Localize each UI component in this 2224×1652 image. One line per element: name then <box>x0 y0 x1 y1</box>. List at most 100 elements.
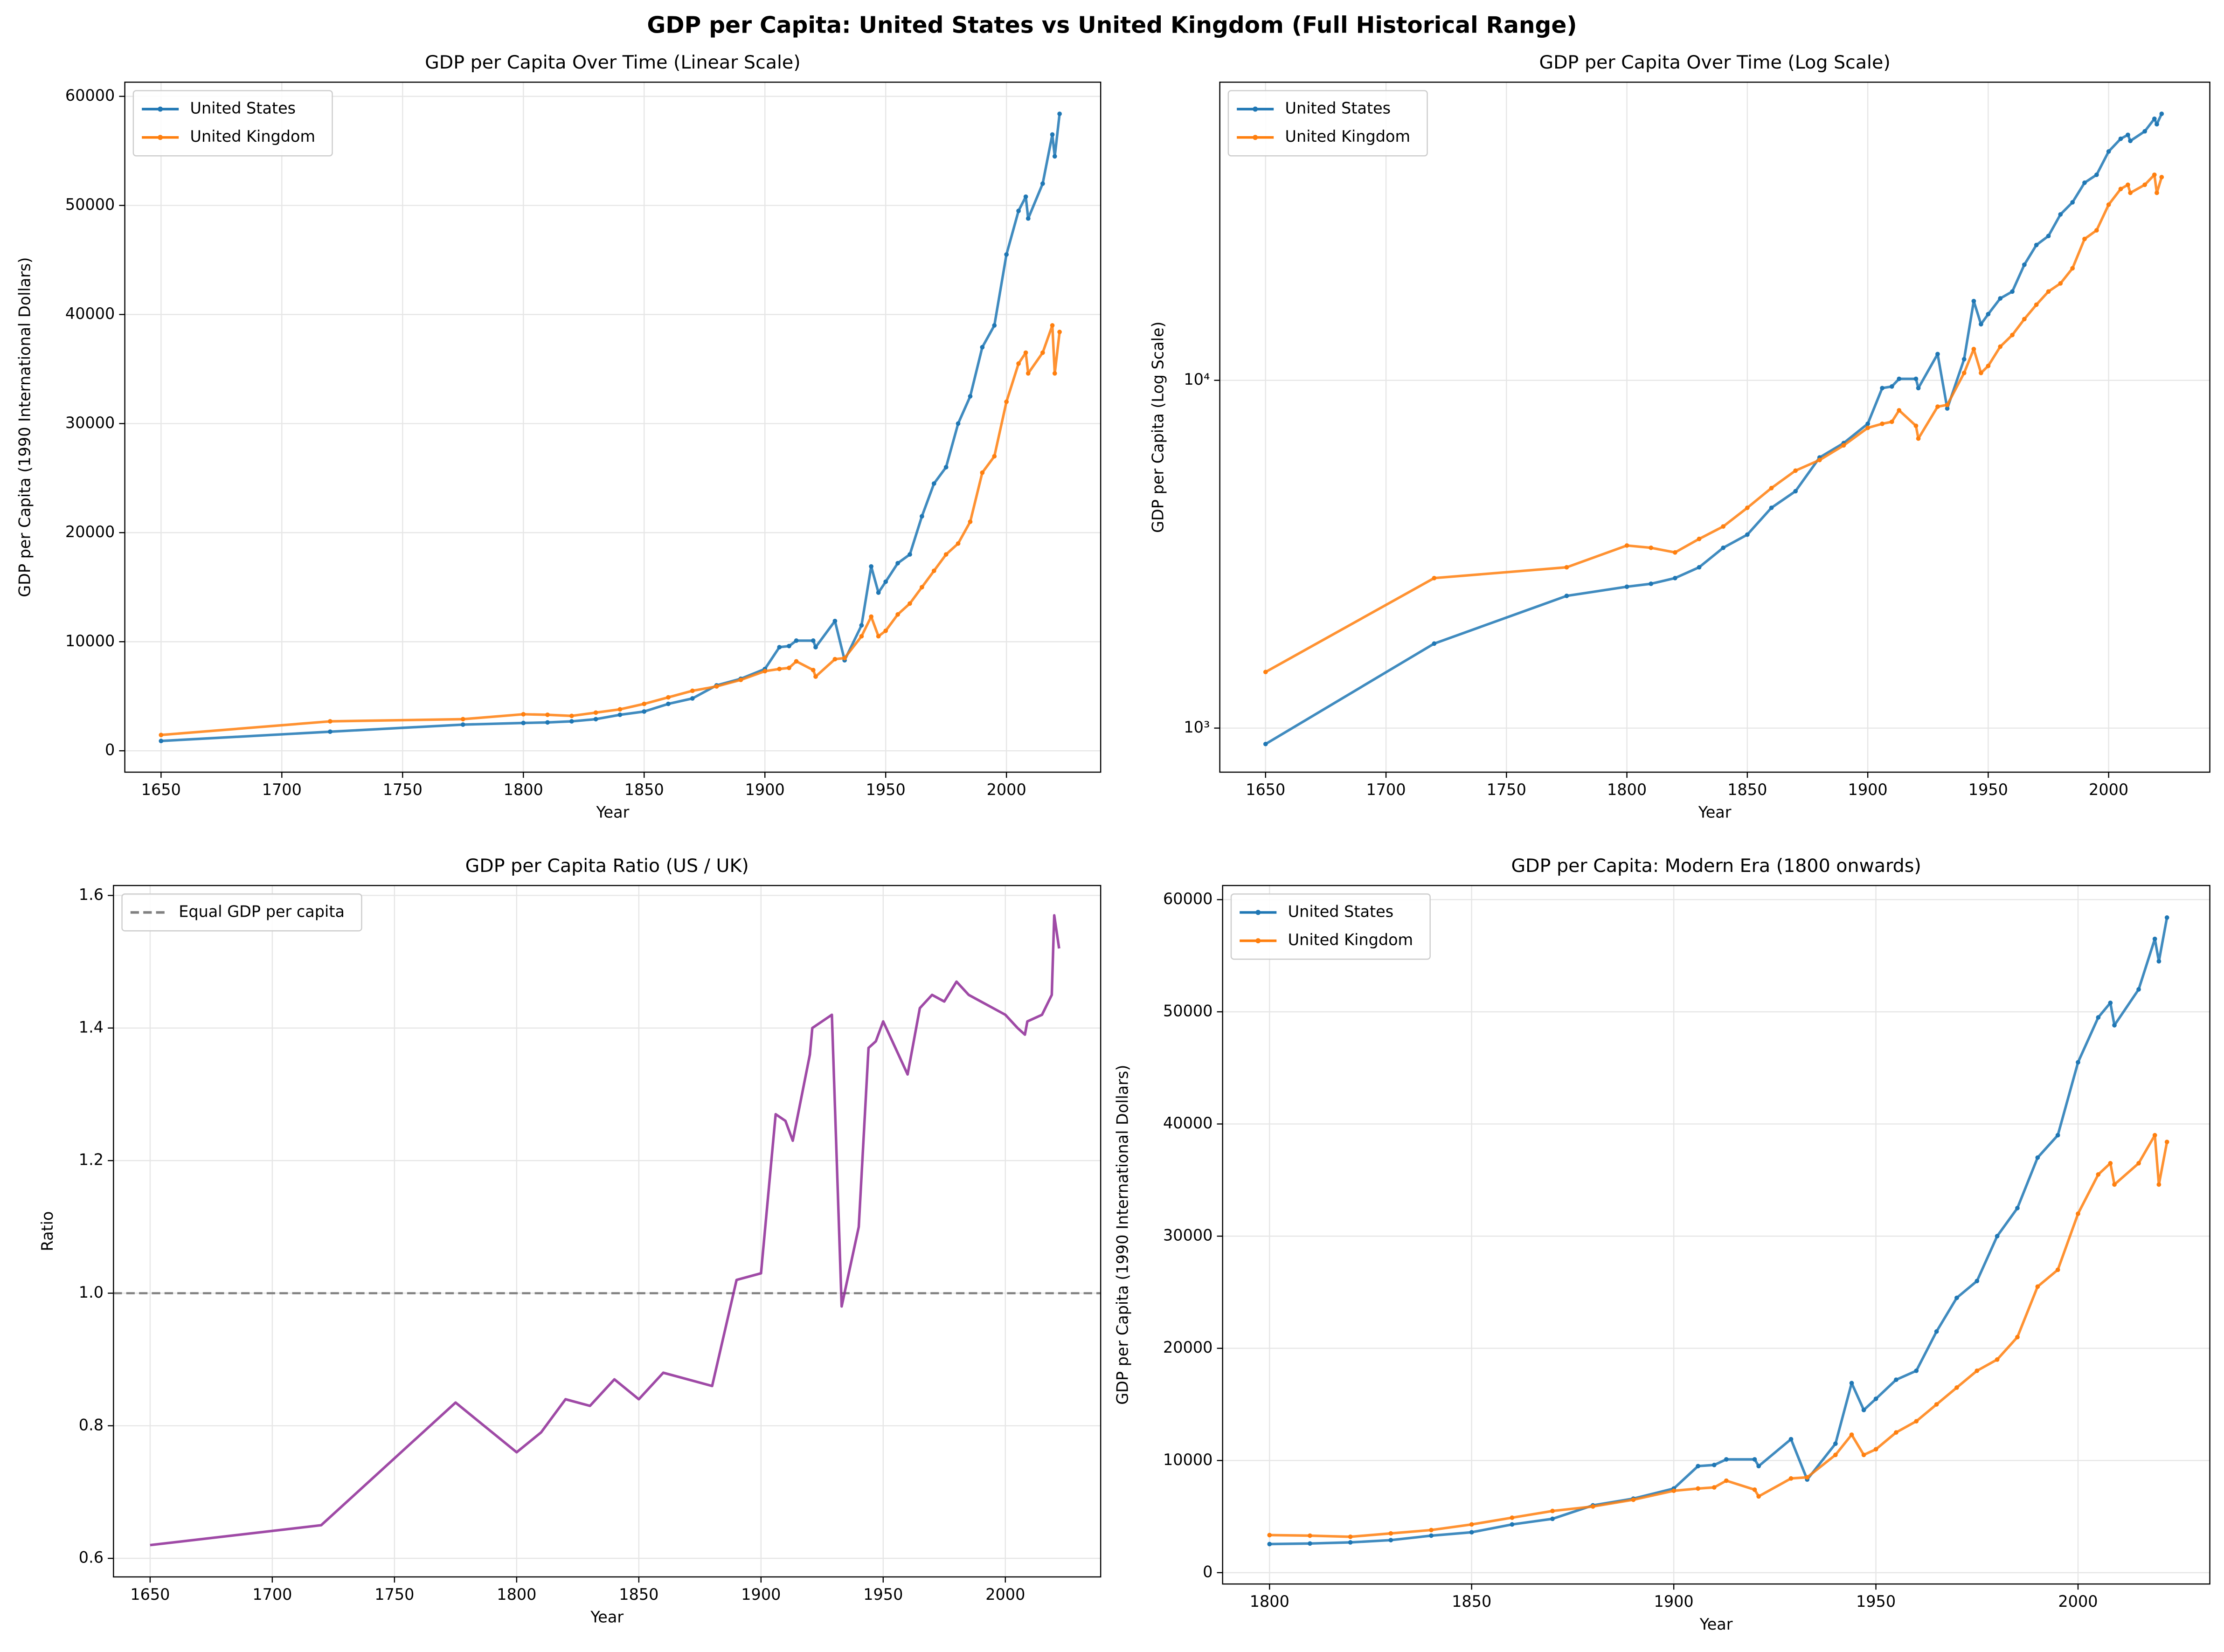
data-point <box>1550 1508 1555 1514</box>
data-point <box>968 394 973 399</box>
plot-area <box>125 82 1101 773</box>
data-point <box>2126 132 2130 138</box>
series-line <box>1265 173 2163 673</box>
data-point <box>2108 1161 2113 1166</box>
data-point <box>2070 266 2075 271</box>
data-point <box>2164 1140 2169 1144</box>
y-axis-label: GDP per Capita (1990 International Dolla… <box>15 257 34 597</box>
data-point <box>1263 741 1268 747</box>
data-point <box>2118 187 2123 192</box>
data-point <box>2058 281 2063 286</box>
subplot-title: GDP per Capita Over Time (Linear Scale) <box>425 52 801 73</box>
data-point <box>159 733 164 738</box>
data-point <box>1752 1487 1757 1492</box>
data-point <box>1769 485 1774 491</box>
data-point <box>2055 1267 2060 1272</box>
data-point <box>2136 1161 2141 1166</box>
data-point <box>869 564 873 569</box>
y-tick-label: 20000 <box>1163 1338 1212 1356</box>
data-point <box>1016 361 1021 366</box>
axes: 1650 1700 1750 1800 1850 1900 1950 2000 10³ 10⁴ GD… <box>1149 52 2210 822</box>
x-tick-label: 1950 <box>866 781 906 799</box>
data-point <box>1564 594 1569 598</box>
data-point <box>980 470 985 475</box>
data-point <box>1914 1368 1919 1373</box>
legend-marker <box>1255 910 1261 915</box>
data-point <box>1429 1528 1434 1533</box>
data-point <box>2152 1133 2157 1138</box>
data-point <box>968 519 973 524</box>
x-tick-label: 1900 <box>745 781 785 799</box>
data-point <box>1833 1441 1838 1446</box>
data-point <box>1308 1533 1312 1538</box>
series-line <box>1265 113 2163 746</box>
data-point <box>1849 1381 1854 1386</box>
x-tick-label: 1750 <box>1487 781 1526 799</box>
data-point <box>1793 468 1798 473</box>
data-point <box>1756 1464 1761 1469</box>
data-point <box>832 618 838 623</box>
data-point <box>2152 116 2157 121</box>
data-point <box>787 643 791 649</box>
x-tick-label: 1750 <box>383 781 423 799</box>
data-point <box>895 560 900 566</box>
legend-label: United States <box>190 99 296 117</box>
data-point <box>1817 457 1822 463</box>
y-tick-label: 0 <box>1203 1562 1212 1581</box>
legend-label: United States <box>1288 902 1394 920</box>
data-point <box>1995 1234 2000 1239</box>
data-point <box>2096 1172 2101 1177</box>
data-point <box>842 656 847 661</box>
data-point <box>666 695 671 700</box>
legend-marker <box>158 135 163 140</box>
data-point <box>2010 289 2015 294</box>
x-tick-label: 1950 <box>1968 781 2008 799</box>
plot-area <box>1222 885 2210 1584</box>
data-point <box>1057 330 1062 334</box>
data-point <box>813 645 818 650</box>
data-point <box>593 710 598 715</box>
y-tick-label: 0.6 <box>79 1548 104 1567</box>
data-point <box>1788 1437 1794 1442</box>
data-point <box>1979 322 1983 327</box>
data-point <box>1916 436 1921 441</box>
data-point <box>460 717 465 722</box>
data-point <box>1961 357 1967 362</box>
y-axis-label: GDP per Capita (1990 International Dolla… <box>1113 1065 1131 1405</box>
data-point <box>1711 1485 1717 1490</box>
data-point <box>794 659 799 664</box>
data-point <box>2112 1182 2117 1187</box>
x-tick-label: 1850 <box>619 1585 658 1604</box>
x-tick-label: 1950 <box>863 1585 903 1604</box>
data-point <box>1469 1530 1474 1535</box>
data-point <box>2128 190 2133 195</box>
data-point <box>931 568 936 574</box>
data-point <box>2015 1206 2020 1210</box>
data-point <box>2094 228 2099 233</box>
data-point <box>1052 371 1057 376</box>
data-point <box>666 701 671 706</box>
data-point <box>1348 1534 1353 1539</box>
x-tick-label: 1900 <box>1654 1592 1694 1611</box>
data-point <box>1590 1504 1595 1509</box>
data-point <box>956 541 961 546</box>
data-point <box>2035 1155 2040 1160</box>
data-point <box>1671 1488 1677 1493</box>
data-point <box>328 719 333 724</box>
data-point <box>1025 216 1031 221</box>
data-point <box>1510 1522 1515 1527</box>
data-point <box>2058 212 2063 217</box>
data-point <box>2022 262 2027 267</box>
data-point <box>1913 423 1919 429</box>
data-point <box>1432 575 1437 581</box>
data-point <box>1995 1357 2000 1362</box>
data-point <box>1510 1515 1515 1520</box>
legend-label: United Kingdom <box>190 127 316 145</box>
x-tick-label: 1950 <box>1856 1592 1896 1611</box>
axes: 1650 1700 1750 1800 1850 1900 1950 200001000020… <box>15 52 1102 822</box>
y-tick-label: 40000 <box>1163 1114 1212 1132</box>
y-axis-label: GDP per Capita (Log Scale) <box>1149 321 1167 532</box>
data-point <box>460 722 465 727</box>
data-point <box>1805 1475 1810 1480</box>
